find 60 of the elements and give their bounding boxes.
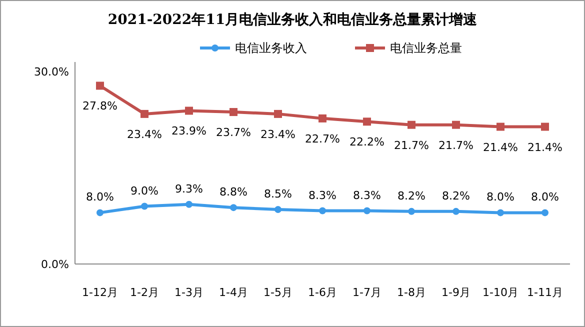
point — [319, 207, 326, 214]
data-label: 21.4% — [528, 140, 562, 154]
data-label: 23.7% — [216, 126, 251, 140]
point — [274, 206, 282, 213]
point — [186, 200, 192, 208]
y-tick-label: 30.0% — [34, 65, 69, 78]
point — [230, 204, 237, 212]
point — [496, 122, 504, 131]
point — [408, 120, 416, 129]
x-tick-label: 1-3月 — [174, 286, 204, 299]
x-tick-label: 1-9月 — [442, 286, 470, 299]
point — [96, 209, 104, 216]
data-label: 27.8% — [82, 100, 118, 113]
x-tick-label: 1-12月 — [82, 286, 118, 299]
data-label: 8.2% — [398, 189, 426, 202]
point — [542, 209, 548, 216]
point — [318, 114, 326, 122]
x-tick-label: 1-7月 — [352, 286, 382, 299]
x-tick-label: 1-2月 — [130, 286, 159, 299]
data-label: 8.8% — [220, 186, 248, 199]
data-label: 8.0% — [86, 190, 114, 204]
data-label: 8.3% — [353, 188, 381, 202]
legend-label: 电信业务收入 — [235, 41, 307, 56]
point — [408, 208, 415, 215]
x-tick-label: 1-8月 — [397, 286, 426, 299]
data-label: 8.3% — [308, 188, 336, 202]
legend-label: 电信业务总量 — [390, 41, 462, 56]
x-tick-label: 1-10月 — [482, 286, 518, 299]
x-tick-label: 1-4月 — [219, 286, 248, 299]
data-label: 8.0% — [531, 190, 559, 204]
point — [141, 202, 148, 210]
chart-title: 2021-2022年11月电信业务收入和电信业务总量累计增速 — [108, 12, 478, 28]
point — [140, 110, 148, 118]
data-label: 21.7% — [438, 138, 474, 152]
data-label: 22.7% — [305, 132, 340, 146]
point — [96, 82, 104, 90]
point — [497, 209, 504, 216]
data-label: 8.0% — [486, 190, 514, 204]
point — [230, 108, 238, 116]
point — [452, 120, 460, 129]
point — [185, 106, 193, 115]
point — [363, 118, 371, 126]
x-tick-label: 1-6月 — [308, 286, 337, 299]
point — [452, 208, 460, 215]
point — [541, 122, 549, 131]
x-tick-label: 1-5月 — [264, 286, 292, 299]
point — [274, 110, 282, 118]
data-label: 22.2% — [350, 136, 384, 149]
data-label: 9.3% — [175, 182, 203, 196]
data-label: 21.7% — [394, 138, 429, 152]
data-label: 23.9% — [172, 124, 206, 138]
y-tick-label: 0.0% — [41, 258, 69, 271]
data-label: 8.5% — [264, 187, 292, 200]
data-label: 9.0% — [130, 184, 158, 198]
data-label: 8.2% — [442, 189, 470, 202]
data-label: 21.4% — [483, 140, 518, 154]
data-label: 23.4% — [127, 128, 162, 141]
point — [364, 207, 370, 214]
data-label: 23.4% — [260, 128, 296, 141]
x-tick-label: 1-11月 — [527, 286, 563, 299]
